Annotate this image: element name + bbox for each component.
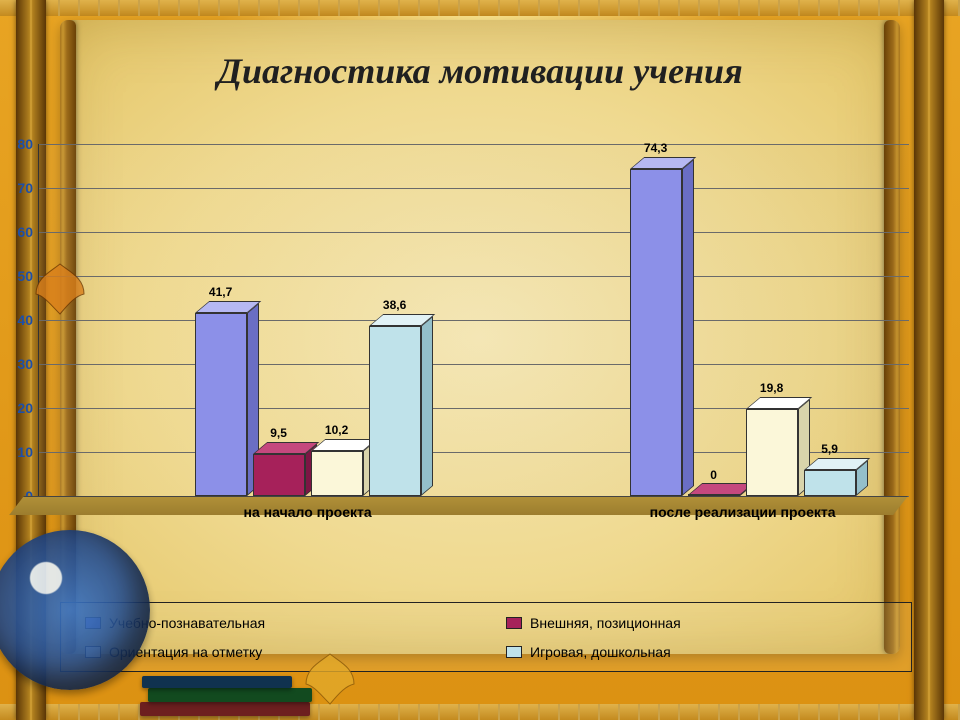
legend-item: Внешняя, позиционная (506, 611, 887, 634)
y-axis-label: 70 (1, 180, 33, 196)
gridline (39, 320, 909, 321)
legend-swatch (506, 617, 522, 629)
y-axis-label: 20 (1, 400, 33, 416)
gridline (39, 364, 909, 365)
bar-value-label: 5,9 (804, 442, 856, 456)
bar-value-label: 41,7 (195, 285, 247, 299)
chart-title: Диагностика мотивации учения (60, 50, 900, 92)
leaf-decoration (30, 260, 90, 320)
gridline (39, 188, 909, 189)
bar-value-label: 9,5 (253, 426, 305, 440)
bar: 19,8 (746, 409, 798, 496)
y-axis-label: 10 (1, 444, 33, 460)
x-axis-label: на начало проекта (148, 504, 468, 520)
leaf-decoration (300, 650, 360, 710)
bar: 10,2 (311, 451, 363, 496)
y-axis-label: 40 (1, 312, 33, 328)
legend: Учебно-познавательнаяВнешняя, позиционна… (60, 602, 912, 672)
legend-swatch (506, 646, 522, 658)
books-decoration (140, 672, 320, 716)
bar-value-label: 74,3 (630, 141, 682, 155)
legend-item: Игровая, дошкольная (506, 640, 887, 663)
gridline (39, 232, 909, 233)
gridline (39, 144, 909, 145)
bar-value-label: 10,2 (311, 423, 363, 437)
bar-value-label: 38,6 (369, 298, 421, 312)
ornament-top (0, 0, 960, 16)
bar: 38,6 (369, 326, 421, 496)
y-axis-label: 60 (1, 224, 33, 240)
legend-label: Внешняя, позиционная (530, 615, 681, 631)
bar: 41,7 (195, 313, 247, 496)
bar: 0 (688, 496, 740, 497)
bar: 9,5 (253, 454, 305, 496)
bar: 5,9 (804, 470, 856, 496)
slide-background: Диагностика мотивации учения 0 10 20 30 40 50… (0, 0, 960, 720)
x-axis-label: после реализации проекта (583, 504, 903, 520)
legend-label: Игровая, дошкольная (530, 644, 671, 660)
bar-value-label: 0 (688, 468, 740, 482)
gridline (39, 276, 909, 277)
bar-value-label: 19,8 (746, 381, 798, 395)
plot-area: 01020304050607080 на начало проекта41,79… (38, 144, 908, 528)
scroll-rod-right (914, 0, 944, 720)
y-axis-label: 30 (1, 356, 33, 372)
y-axis-label: 50 (1, 268, 33, 284)
bar: 74,3 (630, 169, 682, 496)
y-axis-label: 80 (1, 136, 33, 152)
